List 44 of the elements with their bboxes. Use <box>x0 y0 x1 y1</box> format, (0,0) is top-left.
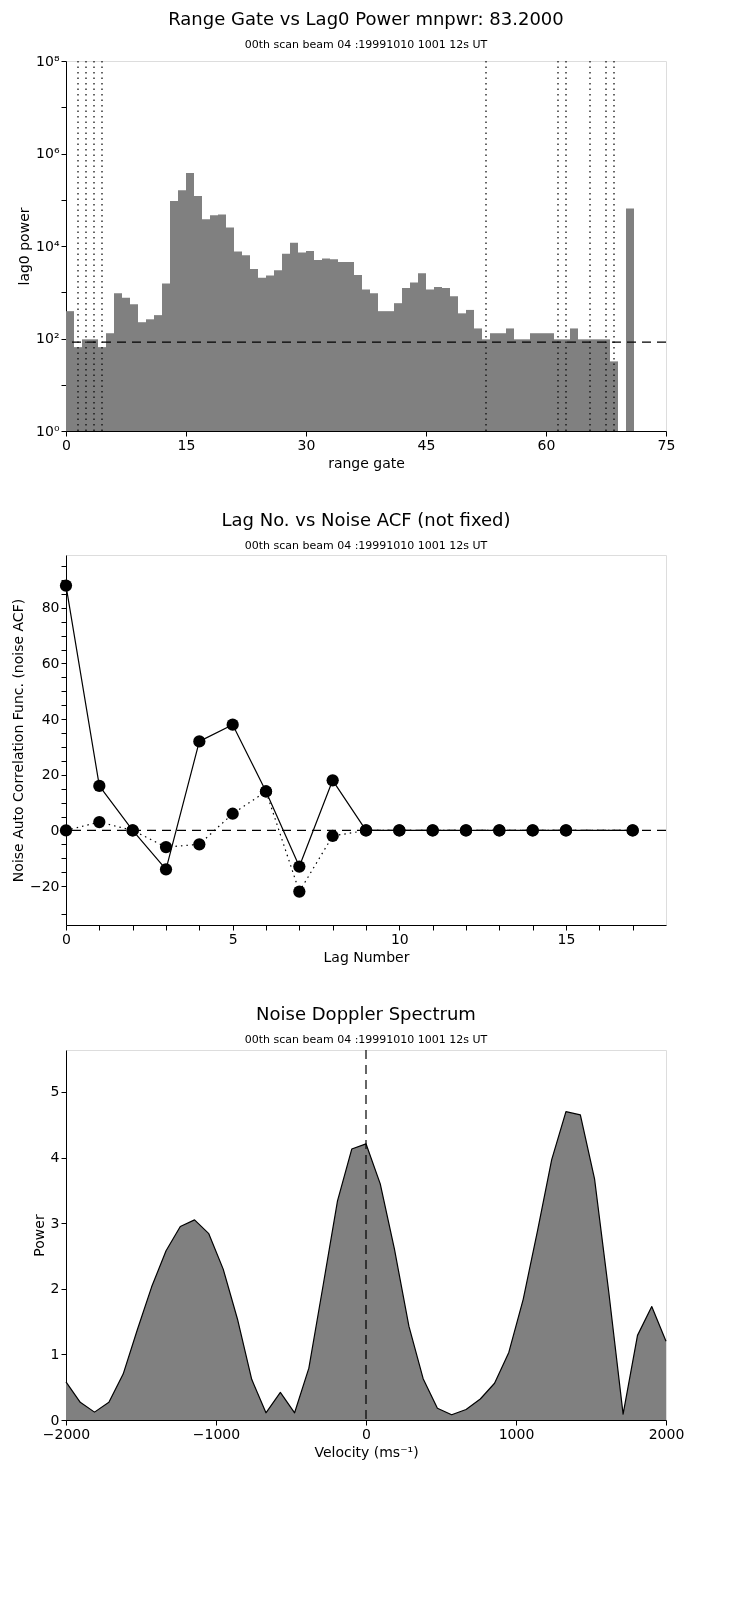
y-tick-label: 80 <box>41 599 60 616</box>
x-tick-label: 60 <box>537 436 556 453</box>
x-tick-label: 5 <box>228 930 238 947</box>
x-tick-label: 0 <box>62 930 71 947</box>
x-tick-label: −1000 <box>192 1425 241 1442</box>
y-tick-label: 20 <box>41 766 60 783</box>
x-tick-label: 15 <box>177 436 196 453</box>
y-axis-title: Noise Auto Correlation Func. (noise ACF) <box>9 598 26 883</box>
y-tick-label: 10⁶ <box>36 145 60 161</box>
x-tick-label: 75 <box>657 436 676 453</box>
chart-subtitle: 00th scan beam 04 :19991010 1001 12s UT <box>244 1033 488 1047</box>
y-tick-label: 5 <box>50 1083 60 1100</box>
x-tick-label: 1000 <box>498 1425 535 1442</box>
y-tick-label: 10⁴ <box>36 237 60 254</box>
x-tick-label: 15 <box>557 930 576 947</box>
x-tick-label: 45 <box>417 436 436 453</box>
x-axis-title: Velocity (ms⁻¹) <box>314 1443 419 1460</box>
x-tick-label: 0 <box>62 436 71 453</box>
y-tick-label: 2 <box>50 1280 60 1297</box>
y-tick-label: 40 <box>41 710 60 727</box>
y-axis-title: Power <box>30 1214 47 1257</box>
chart-title: Range Gate vs Lag0 Power mnpwr: 83.2000 <box>168 8 564 29</box>
chart-title: Noise Doppler Spectrum <box>256 1003 476 1025</box>
y-tick-label: 0 <box>50 821 60 838</box>
x-tick-label: 2000 <box>648 1425 685 1442</box>
y-tick-label: −20 <box>29 877 60 894</box>
chart-title: Lag No. vs Noise ACF (not fixed) <box>221 509 511 530</box>
chart-subtitle: 00th scan beam 04 :19991010 1001 12s UT <box>244 38 488 51</box>
y-tick-label: 3 <box>50 1214 60 1231</box>
x-axis-title: Lag Number <box>323 948 410 965</box>
y-tick-label: 10⁸ <box>36 52 60 69</box>
x-tick-label: 10 <box>390 930 409 947</box>
y-axis-title: lag0 power <box>16 207 33 286</box>
y-tick-label: 60 <box>41 655 60 671</box>
chart-subtitle: 00th scan beam 04 :19991010 1001 12s UT <box>244 539 488 552</box>
x-tick-label: 0 <box>362 1425 371 1442</box>
x-tick-label: 30 <box>297 436 316 453</box>
x-tick-label: −2000 <box>42 1425 91 1442</box>
y-tick-label: 4 <box>50 1149 60 1166</box>
y-tick-label: 0 <box>50 1411 60 1428</box>
y-tick-label: 10⁰ <box>36 422 60 439</box>
y-tick-label: 1 <box>50 1345 60 1362</box>
x-axis-title: range gate <box>328 454 405 471</box>
y-tick-label: 10² <box>36 330 60 346</box>
